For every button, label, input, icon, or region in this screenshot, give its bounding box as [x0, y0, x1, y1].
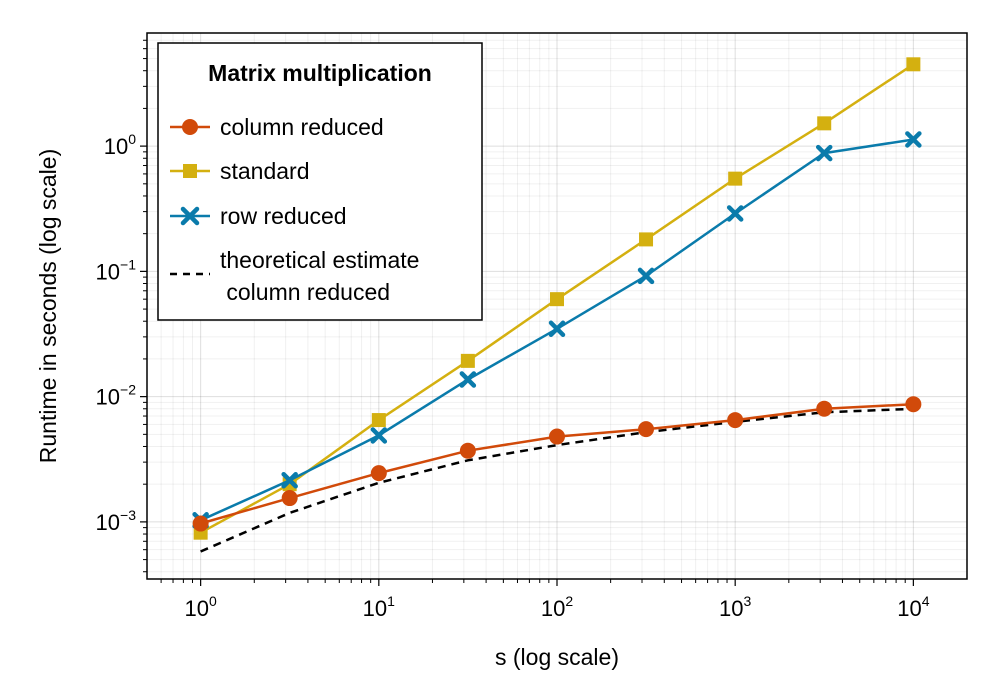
data-point-cross: [370, 427, 388, 444]
data-point-cross: [459, 371, 477, 388]
data-point-circle: [727, 412, 744, 429]
x-axis-label: s (log scale): [495, 644, 619, 670]
data-point-square: [906, 57, 921, 72]
y-tick-label: 10−2: [96, 382, 137, 410]
data-point-circle: [549, 428, 565, 445]
legend-title: Matrix multiplication: [208, 60, 432, 86]
legend-label: column reduced: [220, 279, 390, 305]
legend-item-theoretical-estimate: theoretical estimate column reduced: [170, 247, 419, 305]
data-point-square: [817, 116, 832, 131]
x-tick-label: 104: [897, 593, 929, 621]
data-point-circle: [905, 396, 922, 413]
legend-swatch-square-marker: [183, 164, 197, 178]
legend-box: [157, 42, 483, 321]
data-point-circle: [192, 515, 209, 532]
data-point-cross: [726, 205, 744, 222]
data-point-cross: [905, 131, 922, 148]
y-tick-label: 10−3: [96, 507, 137, 535]
legend-label: standard: [220, 158, 310, 184]
legend-label: column reduced: [220, 114, 384, 140]
legend-swatch-cross-marker: [180, 206, 200, 226]
data-point-square: [728, 171, 743, 186]
data-point-circle: [459, 442, 476, 459]
dashed-series-line: [200, 407, 914, 553]
data-point-cross: [281, 472, 298, 489]
data-point-square: [550, 292, 564, 307]
legend-swatch-circle-marker: [182, 119, 198, 135]
legend: Matrix multiplication column reduced sta…: [157, 42, 483, 321]
data-point-cross: [637, 267, 655, 285]
data-point-cross: [548, 320, 566, 338]
x-axis: 100 101 102 103 104: [160, 579, 930, 621]
x-tick-label: 101: [363, 593, 395, 621]
legend-label: row reduced: [220, 203, 347, 229]
y-tick-label: 100: [104, 131, 136, 159]
legend-item-column-reduced: column reduced: [170, 114, 384, 140]
y-tick-label: 10−1: [96, 256, 137, 284]
legend-item-standard: standard: [170, 158, 310, 184]
series-standard: [193, 57, 921, 540]
series-row-reduced: [192, 131, 922, 529]
data-point-square: [460, 353, 475, 368]
legend-item-row-reduced: row reduced: [170, 203, 347, 229]
data-point-square: [371, 413, 386, 428]
legend-label: theoretical estimate: [220, 247, 419, 273]
data-point-circle: [370, 465, 387, 482]
x-tick-label: 102: [541, 593, 573, 621]
data-point-circle: [638, 421, 655, 438]
series-theoretical-estimate: [200, 407, 914, 553]
x-tick-label: 100: [184, 593, 216, 621]
data-point-circle: [281, 490, 298, 507]
y-axis-label: Runtime in seconds (log scale): [35, 149, 61, 463]
y-axis: 10−3 10−2 10−1 100: [96, 39, 147, 573]
series-layer: [192, 57, 922, 553]
data-point-square: [639, 232, 654, 247]
data-point-cross: [815, 144, 833, 162]
series-column-reduced: [192, 396, 922, 532]
data-point-circle: [816, 400, 833, 417]
x-tick-label: 103: [719, 593, 751, 621]
